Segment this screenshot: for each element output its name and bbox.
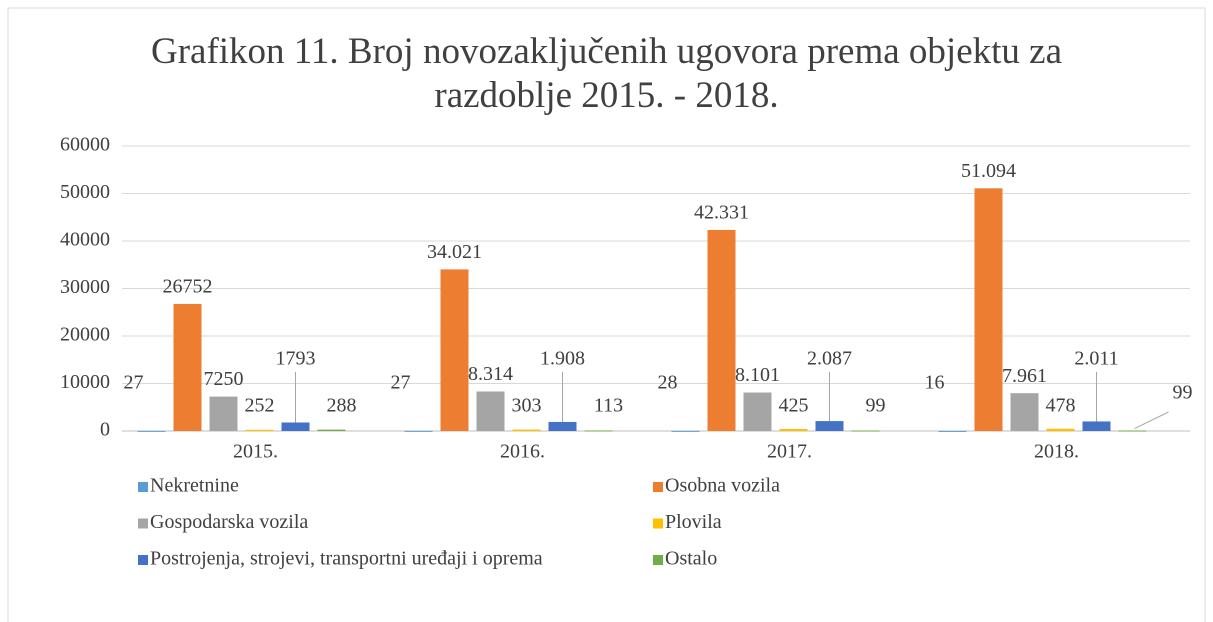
y-tick-label: 50000 — [60, 181, 110, 203]
legend-swatch — [653, 555, 663, 565]
x-tick-label: 2018. — [1034, 441, 1079, 463]
chart-title: Grafikon 11. Broj novozaključenih ugovor… — [150, 31, 1063, 116]
data-label: 7250 — [204, 368, 244, 390]
legend-swatch — [138, 518, 148, 529]
legend-label: Gospodarska vozila — [150, 511, 308, 533]
legend-label: Postrojenja, strojevi, transportni uređa… — [150, 548, 543, 570]
bar — [938, 430, 967, 432]
data-label: 26752 — [163, 276, 213, 298]
x-tick-label: 2017. — [767, 441, 812, 463]
legend-swatch — [138, 482, 148, 492]
bar — [440, 269, 469, 431]
data-label: 99 — [866, 395, 886, 417]
data-label: 27 — [391, 372, 411, 394]
data-label: 7.961 — [1002, 365, 1047, 387]
legend-swatch — [138, 555, 148, 565]
bar — [1082, 421, 1111, 431]
chart-border — [7, 7, 1206, 622]
bar — [1046, 428, 1075, 431]
bar — [209, 396, 238, 431]
bar — [974, 188, 1003, 431]
bar — [317, 429, 346, 431]
data-label: 1793 — [276, 348, 316, 370]
data-label: 1.908 — [540, 348, 585, 370]
bar — [1010, 393, 1039, 431]
bar — [137, 430, 166, 432]
bar — [671, 430, 700, 432]
data-label: 288 — [327, 395, 357, 417]
bar — [851, 430, 880, 432]
data-label: 113 — [594, 395, 623, 417]
bar — [245, 429, 274, 431]
leader-line — [1134, 411, 1169, 429]
bar — [707, 229, 736, 431]
x-tick-label: 2016. — [500, 441, 545, 463]
data-label: 2.011 — [1074, 348, 1118, 370]
data-label: 8.101 — [735, 364, 780, 386]
data-label: 16 — [925, 372, 945, 394]
data-label: 42.331 — [694, 202, 749, 224]
bar — [779, 428, 808, 431]
legend-label: Plovila — [665, 511, 722, 533]
bar — [476, 391, 505, 431]
data-label: 425 — [779, 395, 809, 417]
bar — [512, 429, 541, 431]
legend-label: Nekretnine — [150, 475, 239, 497]
data-label: 8.314 — [468, 363, 513, 385]
legend-label: Osobna vozila — [665, 475, 780, 497]
bar — [173, 303, 202, 431]
data-label: 99 — [1173, 382, 1193, 404]
bar — [548, 421, 577, 431]
data-label: 34.021 — [427, 241, 482, 263]
y-tick-label: 10000 — [60, 371, 110, 393]
y-tick-label: 20000 — [60, 324, 110, 346]
legend-label: Ostalo — [665, 548, 717, 570]
bar — [1118, 430, 1147, 432]
legend-swatch — [653, 518, 663, 529]
legend-swatch — [653, 482, 663, 492]
data-label: 2.087 — [807, 348, 852, 370]
data-label: 27 — [124, 372, 144, 394]
y-tick-label: 30000 — [60, 276, 110, 298]
y-tick-label: 40000 — [60, 229, 110, 251]
bar — [743, 392, 772, 431]
bar — [815, 421, 844, 431]
bar — [584, 430, 613, 432]
bar — [281, 422, 310, 431]
x-tick-label: 2015. — [233, 441, 278, 463]
y-tick-label: 60000 — [60, 134, 110, 156]
data-label: 478 — [1046, 395, 1076, 417]
data-label: 303 — [512, 395, 542, 417]
data-label: 252 — [245, 395, 275, 417]
y-tick-label: 0 — [100, 419, 110, 441]
data-label: 51.094 — [961, 160, 1016, 182]
bar — [404, 430, 433, 432]
data-label: 28 — [658, 372, 678, 394]
